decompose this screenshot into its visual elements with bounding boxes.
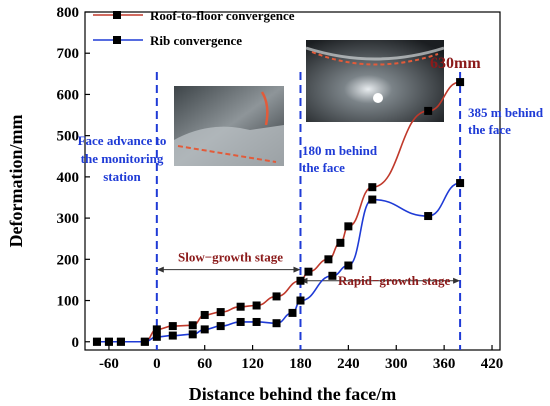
data-point [344,222,353,231]
x-tick-label: 0 [153,356,161,372]
data-point [252,317,261,326]
annotation-385m: the face [468,122,511,137]
tunnel-photo-left [174,86,284,166]
data-point [152,332,161,341]
data-point [236,317,245,326]
y-tick-label: 300 [57,211,80,227]
data-point [368,183,377,192]
annotation-rapid-stage: Rapid−growth stage [338,273,450,288]
data-point [252,301,261,310]
data-point [328,271,337,280]
x-axis-title: Distance behind the face/m [189,384,396,404]
y-axis-title: Deformation/mm [6,115,26,248]
y-tick-label: 800 [57,5,80,21]
labels: 0 100 200 300 400 500 600 700 800 -60 0 60 120 180 240… [6,5,544,404]
data-point [168,331,177,340]
legend-label: Rib convergence [150,33,242,48]
x-tick-label: 180 [289,356,312,372]
photos-layer [174,40,445,166]
x-tick-label: 60 [197,356,212,372]
slow-stage-arrow [156,266,301,273]
legend-marker [113,36,121,44]
data-point [92,337,101,346]
data-point [116,337,125,346]
y-tick-label: 500 [57,129,80,145]
data-point [456,78,465,87]
data-point [324,255,333,264]
data-point [188,321,197,330]
data-point [288,308,297,317]
annotation-180m: 180 m behind [302,143,378,158]
data-point [216,308,225,317]
data-point [296,276,305,285]
data-point [368,195,377,204]
data-point [424,212,433,221]
y-tick-label: 100 [57,294,80,310]
data-point [344,261,353,270]
data-point [272,319,281,328]
legend: Roof-to-floor convergence Rib convergence [93,8,295,48]
data-point [168,322,177,331]
data-point [216,322,225,331]
x-tick-label: 300 [385,356,408,372]
x-tick-label: 240 [337,356,360,372]
y-tick-label: 400 [57,170,80,186]
data-point [188,330,197,339]
annotation-385m: 385 m behind [468,105,544,120]
data-point [296,296,305,305]
legend-marker [113,11,121,19]
y-tick-label: 700 [57,46,80,62]
plot-frame [84,11,501,351]
data-point [140,337,149,346]
data-point [200,325,209,334]
x-tick-label: 420 [481,356,504,372]
data-point [152,325,161,334]
annotation-180m: the face [302,160,345,175]
data-point [104,337,113,346]
annotation-face-advance: Face advance to [78,133,167,148]
data-point [200,310,209,319]
x-tick-label: 360 [433,356,456,372]
x-tick-label: -60 [99,356,119,372]
annotation-peak: 630mm [430,55,481,72]
data-point [456,179,465,188]
legend-label: Roof-to-floor convergence [150,8,295,23]
data-point [304,267,313,276]
annotation-face-advance: station [103,169,141,184]
y-tick-label: 200 [57,252,80,268]
data-point [236,302,245,311]
data-point [336,238,345,247]
tunnel-photo-right [305,40,445,122]
y-tick-label: 0 [72,335,80,351]
annotation-slow-stage: Slow−growth stage [178,250,283,265]
data-point [272,292,281,301]
marks [92,78,465,346]
y-tick-label: 600 [57,87,80,103]
x-tick-label: 120 [241,356,264,372]
annotation-face-advance: the monitoring [81,151,164,166]
data-point [424,106,433,115]
